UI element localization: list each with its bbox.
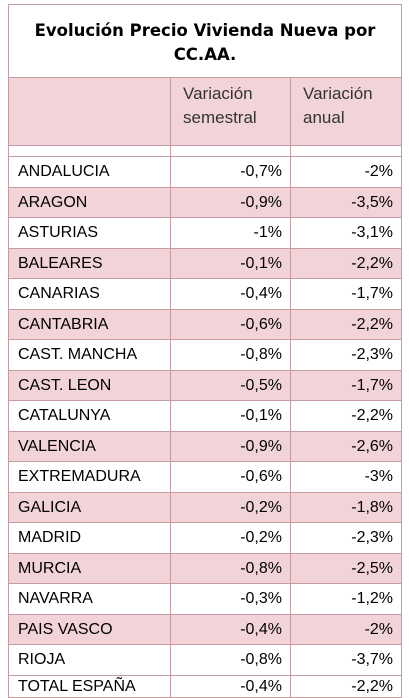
semestral-cell: -0,2% bbox=[170, 491, 291, 523]
semestral-cell: -0,9% bbox=[170, 186, 291, 218]
anual-cell: -2% bbox=[289, 613, 403, 645]
region-cell: CAST. MANCHA bbox=[8, 339, 171, 371]
region-cell: MURCIA bbox=[8, 552, 171, 584]
total-region: TOTAL ESPAÑA bbox=[8, 674, 171, 698]
spacer-cell bbox=[8, 145, 171, 157]
price-table: Evolución Precio Vivienda Nueva por CC.A… bbox=[7, 4, 403, 698]
region-cell: CANARIAS bbox=[8, 278, 171, 310]
anual-cell: -2,5% bbox=[289, 552, 403, 584]
total-anual: -2,2% bbox=[289, 674, 403, 698]
table-row: CANARIAS -0,4% -1,7% bbox=[8, 278, 403, 310]
table-row: EXTREMADURA -0,6% -3% bbox=[8, 461, 403, 493]
semestral-cell: -0,3% bbox=[170, 583, 291, 615]
table-row: NAVARRA -0,3% -1,2% bbox=[8, 583, 403, 615]
anual-cell: -2,2% bbox=[289, 400, 403, 432]
total-row: TOTAL ESPAÑA -0,4% -2,2% bbox=[8, 674, 403, 698]
anual-cell: -3,7% bbox=[289, 644, 403, 676]
table-row: MURCIA -0,8% -2,5% bbox=[8, 552, 403, 584]
semestral-cell: -0,5% bbox=[170, 369, 291, 401]
semestral-cell: -0,8% bbox=[170, 552, 291, 584]
table-row: MADRID -0,2% -2,3% bbox=[8, 522, 403, 554]
anual-cell: -2,3% bbox=[289, 339, 403, 371]
semestral-cell: -0,8% bbox=[170, 644, 291, 676]
table-row: ASTURIAS -1% -3,1% bbox=[8, 217, 403, 249]
anual-cell: -1,7% bbox=[289, 278, 403, 310]
region-cell: CANTABRIA bbox=[8, 308, 171, 340]
anual-cell: -1,8% bbox=[289, 491, 403, 523]
region-cell: EXTREMADURA bbox=[8, 461, 171, 493]
table-row: CAST. MANCHA -0,8% -2,3% bbox=[8, 339, 403, 371]
region-cell: PAIS VASCO bbox=[8, 613, 171, 645]
table-row: BALEARES -0,1% -2,2% bbox=[8, 247, 403, 279]
spacer-row bbox=[8, 145, 403, 157]
region-cell: MADRID bbox=[8, 522, 171, 554]
semestral-cell: -1% bbox=[170, 217, 291, 249]
region-cell: CATALUNYA bbox=[8, 400, 171, 432]
semestral-cell: -0,2% bbox=[170, 522, 291, 554]
semestral-cell: -0,1% bbox=[170, 247, 291, 279]
header-row: Variación semestral Variación anual bbox=[8, 77, 403, 146]
semestral-cell: -0,7% bbox=[170, 156, 291, 188]
region-cell: RIOJA bbox=[8, 644, 171, 676]
table-row: CAST. LEON -0,5% -1,7% bbox=[8, 369, 403, 401]
anual-cell: -2% bbox=[289, 156, 403, 188]
region-cell: GALICIA bbox=[8, 491, 171, 523]
anual-cell: -2,2% bbox=[289, 247, 403, 279]
header-anual: Variación anual bbox=[289, 77, 403, 146]
semestral-cell: -0,4% bbox=[170, 613, 291, 645]
semestral-cell: -0,6% bbox=[170, 308, 291, 340]
total-semestral: -0,4% bbox=[170, 674, 291, 698]
anual-cell: -1,7% bbox=[289, 369, 403, 401]
anual-cell: -2,2% bbox=[289, 308, 403, 340]
table-row: ARAGON -0,9% -3,5% bbox=[8, 186, 403, 218]
spacer-cell bbox=[289, 145, 403, 157]
region-cell: ARAGON bbox=[8, 186, 171, 218]
semestral-cell: -0,8% bbox=[170, 339, 291, 371]
anual-cell: -3,5% bbox=[289, 186, 403, 218]
region-cell: VALENCIA bbox=[8, 430, 171, 462]
header-semestral: Variación semestral bbox=[170, 77, 291, 146]
table-title: Evolución Precio Vivienda Nueva por CC.A… bbox=[7, 4, 403, 78]
region-cell: ANDALUCIA bbox=[8, 156, 171, 188]
region-cell: ASTURIAS bbox=[8, 217, 171, 249]
table-row: ANDALUCIA -0,7% -2% bbox=[8, 156, 403, 188]
semestral-cell: -0,9% bbox=[170, 430, 291, 462]
semestral-cell: -0,6% bbox=[170, 461, 291, 493]
semestral-cell: -0,4% bbox=[170, 278, 291, 310]
header-region bbox=[8, 77, 171, 146]
table-row: CANTABRIA -0,6% -2,2% bbox=[8, 308, 403, 340]
region-cell: BALEARES bbox=[8, 247, 171, 279]
table-row: GALICIA -0,2% -1,8% bbox=[8, 491, 403, 523]
anual-cell: -1,2% bbox=[289, 583, 403, 615]
anual-cell: -2,6% bbox=[289, 430, 403, 462]
semestral-cell: -0,1% bbox=[170, 400, 291, 432]
anual-cell: -3% bbox=[289, 461, 403, 493]
table-row: RIOJA -0,8% -3,7% bbox=[8, 644, 403, 676]
table-sheet: Evolución Precio Vivienda Nueva por CC.A… bbox=[7, 4, 403, 698]
table-row: VALENCIA -0,9% -2,6% bbox=[8, 430, 403, 462]
anual-cell: -3,1% bbox=[289, 217, 403, 249]
region-cell: NAVARRA bbox=[8, 583, 171, 615]
region-cell: CAST. LEON bbox=[8, 369, 171, 401]
table-row: PAIS VASCO -0,4% -2% bbox=[8, 613, 403, 645]
table-row: CATALUNYA -0,1% -2,2% bbox=[8, 400, 403, 432]
table-body: ANDALUCIA -0,7% -2% ARAGON -0,9% -3,5% ASTURIA… bbox=[8, 156, 403, 676]
anual-cell: -2,3% bbox=[289, 522, 403, 554]
spacer-cell bbox=[170, 145, 291, 157]
